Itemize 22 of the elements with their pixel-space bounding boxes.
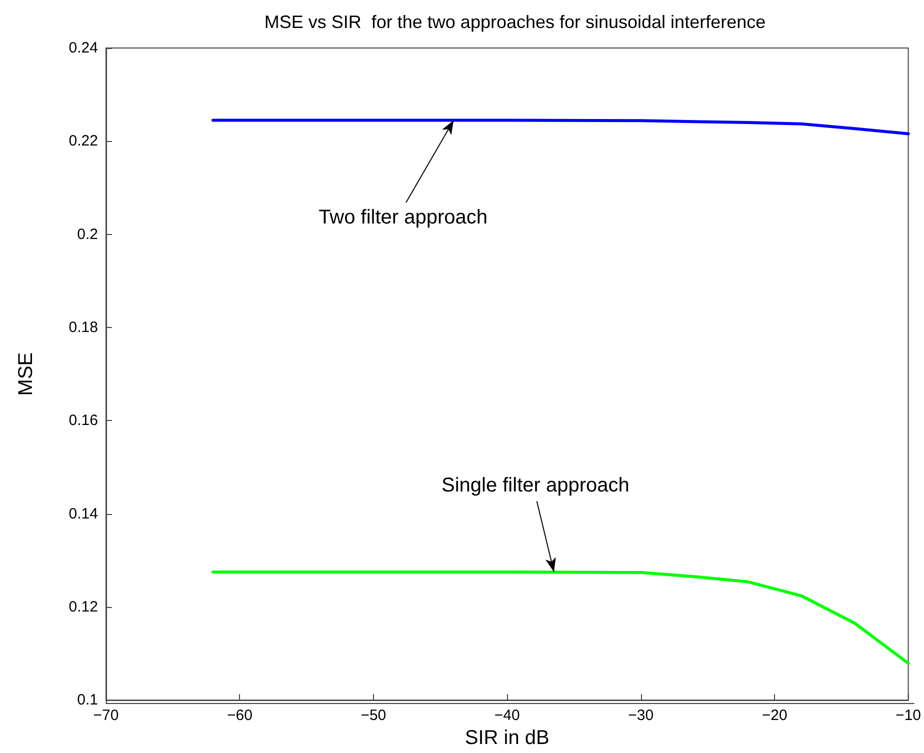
y-tick-label: 0.16 — [68, 412, 98, 430]
y-tick-label: 0.12 — [68, 598, 98, 616]
y-tick-label: 0.18 — [68, 318, 98, 336]
x-tick-label: −10 — [896, 707, 922, 724]
x-tick-label: −20 — [762, 707, 788, 724]
y-tick-label: 0.22 — [68, 132, 98, 150]
line-series — [211, 118, 910, 136]
x-tick-label: −70 — [93, 707, 119, 724]
x-tick-label: −60 — [226, 707, 252, 724]
x-axis-title: SIR in dB — [464, 727, 550, 749]
x-tick-label: −50 — [360, 707, 386, 724]
annotation: Two filter approach — [318, 206, 488, 229]
x-tick-label: −40 — [494, 707, 520, 724]
y-tick-label: 0.14 — [68, 505, 98, 522]
line-series — [211, 570, 910, 665]
x-tick-label: −30 — [628, 707, 654, 724]
y-axis-title: MSE — [15, 352, 37, 396]
y-tick-label: 0.1 — [77, 692, 98, 709]
y-tick-label: 0.24 — [68, 40, 98, 56]
chart-title: MSE vs SIR for the two approaches for sinusoidal interference — [264, 12, 766, 32]
annotation: Single filter approach — [441, 474, 630, 496]
y-tick-label: 0.2 — [77, 226, 98, 243]
